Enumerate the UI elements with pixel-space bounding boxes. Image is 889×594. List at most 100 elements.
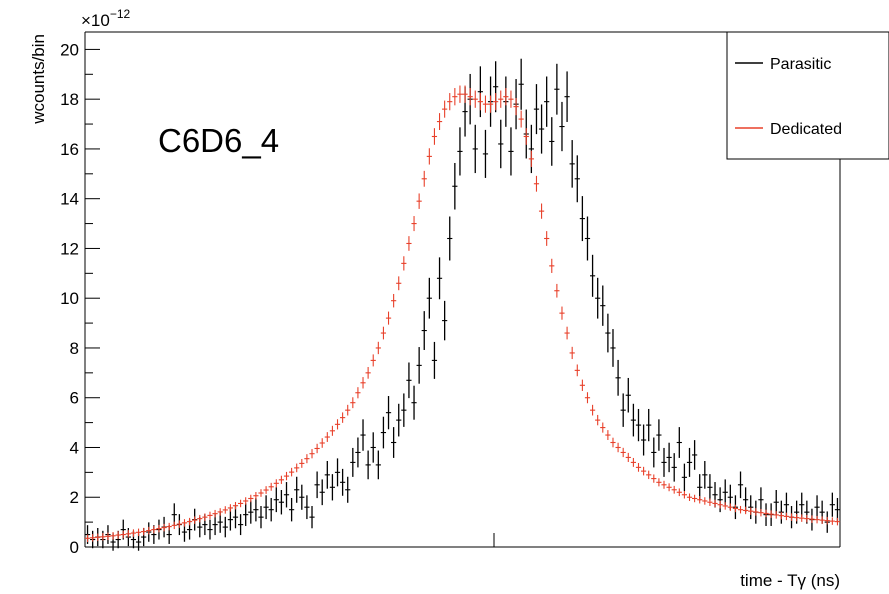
dedicated-point (748, 507, 754, 515)
dedicated-point (130, 529, 137, 537)
parasitic-point (304, 495, 310, 520)
dedicated-point (100, 533, 106, 541)
y-axis-ticks: 0 2 4 6 8 10 12 14 16 18 20 (60, 40, 100, 557)
parasitic-point (447, 216, 453, 261)
dedicated-point (564, 326, 570, 340)
parasitic-point (615, 359, 621, 396)
parasitic-point (722, 479, 728, 506)
dedicated-point (584, 392, 591, 404)
parasitic-point (319, 479, 325, 506)
dedicated-point (171, 521, 177, 530)
dedicated-point (156, 524, 162, 533)
parasitic-point (544, 76, 550, 127)
dedicated-point (447, 93, 453, 111)
dedicated-point (671, 485, 677, 494)
series-dedicated (84, 85, 841, 543)
parasitic-point (758, 487, 764, 513)
dedicated-point (299, 458, 305, 468)
dedicated-point (355, 387, 361, 399)
dedicated-point (661, 480, 667, 489)
dedicated-point (207, 511, 213, 520)
dedicated-point (391, 293, 397, 308)
dedicated-point (712, 499, 718, 508)
parasitic-point (538, 104, 545, 154)
dedicated-point (278, 475, 285, 484)
dedicated-point (600, 422, 606, 433)
parasitic-point (564, 71, 570, 122)
parasitic-point (237, 514, 244, 536)
parasitic-point (380, 416, 387, 449)
dedicated-point (232, 501, 239, 510)
dedicated-point (84, 534, 91, 543)
dedicated-point (289, 467, 295, 477)
parasitic-point (595, 277, 601, 319)
dedicated-point (416, 193, 422, 209)
parasitic-point (676, 427, 682, 458)
parasitic-point (370, 432, 376, 463)
parasitic-point (773, 489, 779, 515)
dedicated-point (589, 404, 596, 416)
dedicated-point (549, 258, 555, 273)
dedicated-point (508, 90, 514, 108)
parasitic-point (268, 497, 274, 522)
dedicated-point (309, 449, 315, 459)
dedicated-point (258, 489, 264, 497)
dedicated-point (620, 447, 626, 458)
parasitic-point (518, 58, 524, 110)
parasitic-point (574, 155, 580, 203)
dedicated-point (783, 512, 790, 521)
dedicated-point (533, 175, 540, 192)
parasitic-point (436, 257, 443, 300)
parasitic-point (416, 347, 422, 384)
dedicated-point (442, 100, 448, 118)
dedicated-point (237, 499, 244, 508)
dedicated-point (778, 511, 784, 520)
legend-label-dedicated: Dedicated (770, 121, 842, 138)
parasitic-point (584, 216, 591, 261)
parasitic-point (207, 519, 213, 540)
parasitic-point (227, 508, 233, 531)
dedicated-point (319, 438, 325, 448)
dedicated-point (768, 510, 774, 518)
dedicated-point (192, 516, 198, 524)
dedicated-point (707, 498, 713, 506)
dedicated-point (605, 430, 611, 440)
dedicated-point (574, 364, 580, 377)
y-tick-label: 0 (70, 538, 79, 557)
dedicated-point (834, 517, 841, 526)
parasitic-point (814, 495, 820, 520)
dedicated-point (365, 366, 371, 379)
dedicated-point (482, 95, 489, 113)
dedicated-point (579, 379, 585, 391)
parasitic-point (681, 463, 688, 492)
dedicated-point (294, 463, 300, 473)
dedicated-point (141, 527, 147, 536)
dedicated-point (268, 482, 274, 491)
parasitic-point (289, 497, 295, 522)
parasitic-point (605, 313, 611, 353)
parasitic-point (671, 453, 677, 482)
y-tick-label: 14 (60, 190, 79, 209)
parasitic-point (314, 471, 320, 499)
dedicated-point (340, 412, 346, 423)
parasitic-point (661, 447, 667, 477)
parasitic-point (559, 101, 565, 152)
parasitic-point (692, 440, 698, 470)
dedicated-point (737, 505, 744, 514)
parasitic-point (406, 362, 412, 399)
dedicated-point (166, 522, 172, 531)
parasitic-point (508, 127, 514, 176)
dedicated-point (421, 170, 427, 187)
dedicated-point (385, 311, 392, 325)
dedicated-point (248, 494, 254, 503)
dedicated-point (304, 454, 310, 464)
parasitic-point (401, 393, 407, 427)
dedicated-point (702, 497, 708, 505)
parasitic-point (549, 117, 555, 166)
parasitic-point (656, 419, 662, 451)
legend: Parasitic Dedicated (726, 31, 889, 160)
dedicated-point (472, 90, 478, 108)
dedicated-point (788, 513, 795, 521)
dedicated-point (181, 519, 188, 527)
dedicated-point (743, 506, 749, 515)
